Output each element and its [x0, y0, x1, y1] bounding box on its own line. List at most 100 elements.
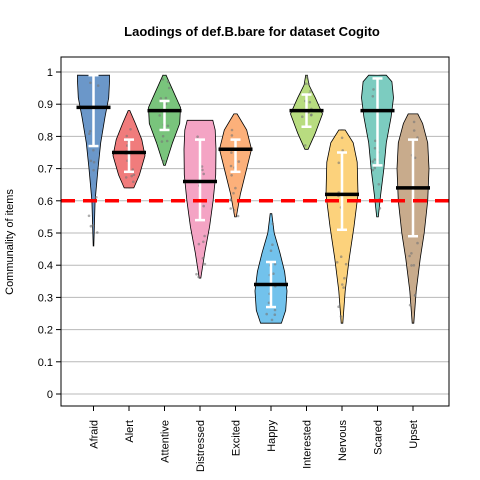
y-tick-label: 0.7 [38, 164, 53, 176]
data-point [230, 128, 234, 132]
x-tick-label: Happy [266, 420, 278, 452]
data-point [161, 78, 164, 81]
data-point [96, 84, 100, 87]
violin-attentive [147, 74, 182, 166]
data-point [270, 318, 274, 322]
x-tick-label: Distressed [195, 420, 207, 472]
data-point [89, 224, 93, 228]
data-point [374, 139, 377, 143]
data-point [341, 283, 344, 286]
data-point [339, 315, 343, 318]
data-point [197, 275, 200, 279]
data-point [267, 301, 271, 305]
y-tick-label: 0.2 [38, 325, 53, 337]
chart-title: Laodings of def.B.bare for dataset Cogit… [124, 24, 380, 39]
data-point [89, 159, 93, 163]
y-tick-label: 0.4 [38, 260, 53, 272]
data-point [416, 136, 419, 139]
data-point [92, 168, 95, 172]
data-point [308, 100, 312, 104]
data-point [305, 75, 309, 79]
data-point [342, 286, 345, 289]
x-tick-label: Afraid [89, 420, 101, 449]
data-point [161, 134, 165, 138]
data-point [202, 240, 205, 244]
data-point [412, 120, 416, 124]
y-tick-label: 0.5 [38, 228, 53, 240]
y-tick-label: 0 [47, 389, 53, 401]
data-point [203, 262, 207, 266]
data-point [125, 134, 129, 138]
data-point [230, 174, 233, 177]
data-point [371, 168, 375, 172]
data-point [337, 161, 341, 165]
data-point [339, 255, 343, 258]
data-point [269, 249, 273, 252]
data-point [373, 166, 377, 170]
data-point [158, 114, 161, 117]
data-point [92, 160, 96, 164]
data-point [271, 222, 275, 226]
data-point [202, 204, 205, 208]
y-tick-label: 0.3 [38, 292, 53, 304]
y-tick-label: 0.6 [38, 196, 53, 208]
data-point [304, 82, 308, 85]
data-point [95, 196, 98, 199]
data-point [164, 96, 168, 100]
data-point [237, 160, 241, 163]
data-point [201, 168, 204, 172]
violin-happy [254, 213, 288, 324]
data-point [159, 97, 163, 100]
data-point [200, 165, 204, 168]
y-axis-label: Communality of items [4, 189, 16, 295]
data-point [337, 305, 340, 309]
data-point [229, 198, 232, 202]
data-point [273, 308, 277, 312]
data-point [165, 139, 169, 143]
data-point [378, 207, 382, 210]
x-tick-label: Nervous [337, 420, 349, 461]
data-point [201, 257, 205, 260]
data-point [335, 261, 339, 264]
data-point [343, 276, 346, 280]
data-point [413, 294, 417, 297]
data-point [272, 272, 275, 276]
data-point [87, 214, 91, 218]
data-point [373, 146, 377, 150]
data-point [229, 164, 233, 168]
x-tick-label: Interested [302, 420, 314, 469]
x-tick-label: Scared [373, 420, 385, 455]
data-point [232, 191, 235, 195]
data-point [203, 234, 206, 238]
violin-alert [112, 110, 146, 189]
data-point [310, 113, 313, 116]
data-point [96, 231, 99, 234]
data-point [167, 86, 171, 90]
violin-interested [289, 74, 324, 150]
data-point [307, 82, 311, 86]
data-point [273, 313, 277, 317]
violin-upset [396, 113, 430, 324]
data-point [372, 88, 375, 91]
data-point [91, 224, 95, 227]
y-tick-label: 0.8 [38, 131, 53, 143]
data-point [129, 128, 132, 131]
data-point [236, 214, 240, 218]
data-point [160, 140, 164, 143]
x-tick-label: Alert [124, 420, 136, 443]
data-point [265, 312, 269, 316]
data-point [162, 159, 165, 163]
y-axis: 0 0.1 0.2 0.3 0.4 0.5 0.6 0.7 0.8 0.9 1 [38, 67, 61, 401]
data-point [408, 254, 411, 258]
data-point [197, 242, 201, 246]
data-point [377, 183, 381, 186]
data-point [271, 243, 274, 246]
data-point [303, 144, 307, 147]
data-point [234, 186, 237, 190]
x-tick-label: Excited [231, 420, 243, 456]
data-point [412, 129, 416, 132]
data-point [195, 272, 198, 276]
data-point [410, 252, 413, 255]
data-point [196, 135, 199, 138]
